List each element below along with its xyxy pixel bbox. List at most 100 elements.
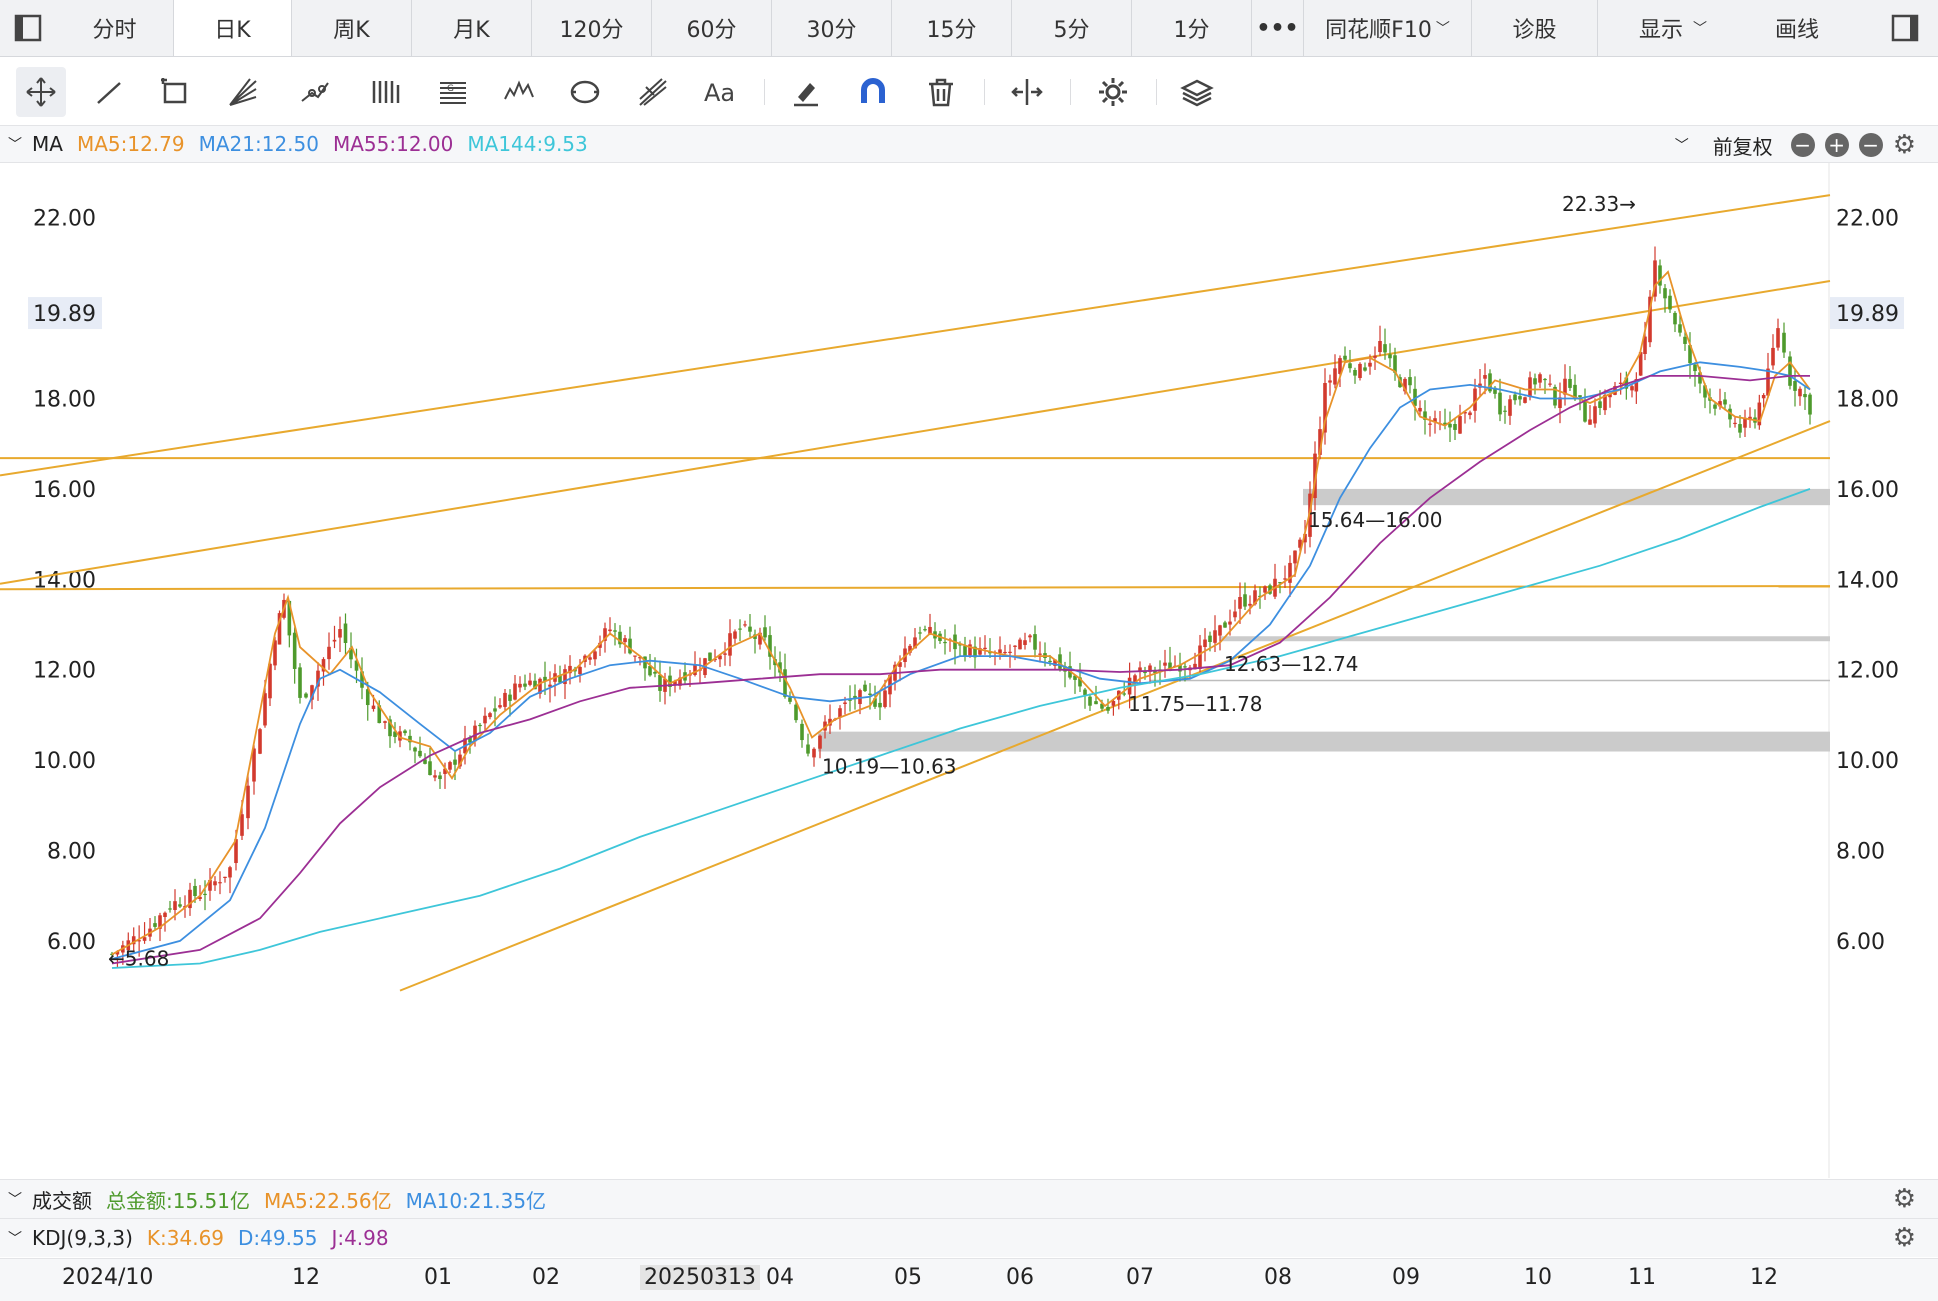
collapse-icon[interactable]: ﹀ (8, 137, 22, 153)
candle-body (1508, 399, 1512, 416)
candle-body (1608, 394, 1612, 398)
candle (1782, 322, 1786, 358)
candle (1488, 369, 1492, 394)
candle-body (973, 646, 977, 658)
candle-body (658, 674, 662, 691)
candle-body (240, 814, 244, 836)
candlestick-chart[interactable]: 22.00 22.00 19.89 19.89 18.00 18.00 16.00 16.00… (0, 163, 1938, 1183)
candle-body (1358, 363, 1362, 379)
candle-body (713, 658, 717, 661)
plus-icon[interactable]: + (1824, 133, 1849, 157)
tab-monthly[interactable]: 月K (412, 0, 532, 56)
candle (1218, 624, 1222, 651)
collapse-icon[interactable]: ﹀ (8, 1231, 22, 1247)
tab-timeshare[interactable]: 分时 (56, 0, 174, 56)
candle-body (1648, 296, 1652, 343)
candle (198, 885, 202, 902)
tab-1min[interactable]: 1分 (1132, 0, 1252, 56)
tab-daily[interactable]: 日K (174, 0, 292, 56)
eraser-icon[interactable] (780, 67, 830, 117)
candle (1073, 674, 1077, 694)
candle (1248, 595, 1252, 615)
line-icon[interactable] (84, 67, 134, 117)
candle-body (388, 719, 392, 737)
tab-weekly[interactable]: 周K (292, 0, 412, 56)
candle-body (1178, 664, 1182, 672)
tab-15min[interactable]: 15分 (892, 0, 1012, 56)
candle (738, 619, 742, 642)
adjust-select[interactable]: 前复权 (1712, 134, 1773, 159)
candle (733, 629, 737, 644)
candle (1223, 620, 1227, 628)
candle-body (503, 692, 507, 707)
move-icon[interactable] (16, 67, 66, 117)
tab-5min[interactable]: 5分 (1012, 0, 1132, 56)
layers-icon[interactable] (1172, 67, 1222, 117)
draw-line-button[interactable]: 画线 (1774, 18, 1819, 43)
candle (1038, 641, 1042, 663)
x-tick: 08 (1264, 1265, 1292, 1290)
candle-body (1288, 562, 1292, 583)
candle-body (998, 649, 1002, 654)
candle-body (718, 655, 722, 660)
collapse-icon[interactable]: ﹀ (8, 1192, 22, 1208)
candle-body (1048, 660, 1052, 663)
candle-body (1638, 352, 1643, 376)
tab-60min[interactable]: 60分 (652, 0, 772, 56)
display-menu-button[interactable]: 显示 ﹀ (1598, 0, 1748, 56)
candle-body (1738, 424, 1742, 433)
candle (1693, 362, 1697, 387)
minus-icon[interactable]: − (1790, 133, 1815, 157)
candle (413, 746, 417, 764)
candle (578, 659, 582, 683)
candle-body (1703, 385, 1707, 398)
candle-body (678, 677, 682, 686)
vlines-icon[interactable] (360, 67, 410, 117)
diagnose-button[interactable]: 诊股 (1472, 0, 1598, 56)
left-panel-toggle-icon[interactable] (0, 0, 56, 56)
wave-icon[interactable] (494, 67, 544, 117)
split-icon[interactable] (1002, 67, 1052, 117)
candle-body (203, 893, 207, 896)
candle-body (673, 681, 677, 686)
candle (228, 865, 232, 894)
candle-body (863, 684, 867, 692)
gear-icon[interactable] (1088, 67, 1138, 117)
fan-icon[interactable] (218, 67, 268, 117)
candle (1678, 314, 1682, 337)
candle-body (1808, 394, 1812, 415)
tab-30min[interactable]: 30分 (772, 0, 892, 56)
right-panel-toggle-icon[interactable] (1872, 0, 1938, 56)
trend-line-1 (0, 194, 1831, 477)
cycle-icon[interactable] (560, 67, 610, 117)
gear-icon[interactable]: ⚙ (1892, 130, 1916, 160)
remove-icon[interactable]: − (1858, 133, 1883, 157)
candle (718, 654, 722, 668)
candle (1033, 625, 1037, 658)
more-tabs-button[interactable]: ••• (1252, 0, 1304, 56)
gear-icon[interactable]: ⚙ (1892, 1223, 1916, 1253)
segment-icon[interactable] (290, 67, 340, 117)
magnet-icon[interactable] (848, 67, 898, 117)
rect-icon[interactable] (150, 67, 200, 117)
gear-icon[interactable]: ⚙ (1892, 1184, 1916, 1214)
text-icon[interactable]: Aa (696, 67, 746, 117)
f10-button[interactable]: 同花顺F10 ﹀ (1304, 0, 1472, 56)
fib-icon[interactable]: G (428, 67, 478, 117)
trash-icon[interactable] (916, 67, 966, 117)
candle (1138, 661, 1142, 685)
candle-body (1668, 295, 1672, 310)
candle-body (332, 639, 337, 642)
y-tick-left: 16.00 (33, 478, 96, 503)
candle (713, 649, 717, 663)
candle-body (1058, 654, 1062, 669)
candle-body (1333, 368, 1337, 385)
candle (343, 613, 348, 657)
candle-body (653, 671, 657, 674)
pitchfork-icon[interactable] (628, 67, 678, 117)
candle-body (1088, 696, 1092, 706)
candle (788, 691, 792, 705)
tab-120min[interactable]: 120分 (532, 0, 652, 56)
candle-body (298, 667, 302, 698)
kdj-k: K:34.69 (146, 1226, 225, 1250)
